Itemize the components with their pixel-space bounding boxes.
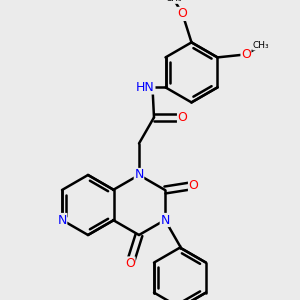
Text: O: O: [241, 48, 251, 61]
Text: N: N: [134, 169, 144, 182]
Text: HN: HN: [136, 81, 155, 94]
Text: O: O: [188, 179, 198, 192]
Text: O: O: [178, 8, 188, 20]
Text: CH₃: CH₃: [253, 41, 269, 50]
Text: O: O: [125, 257, 135, 270]
Text: N: N: [57, 214, 67, 226]
Text: O: O: [178, 111, 188, 124]
Text: CH₃: CH₃: [165, 0, 182, 3]
Text: N: N: [160, 214, 170, 226]
